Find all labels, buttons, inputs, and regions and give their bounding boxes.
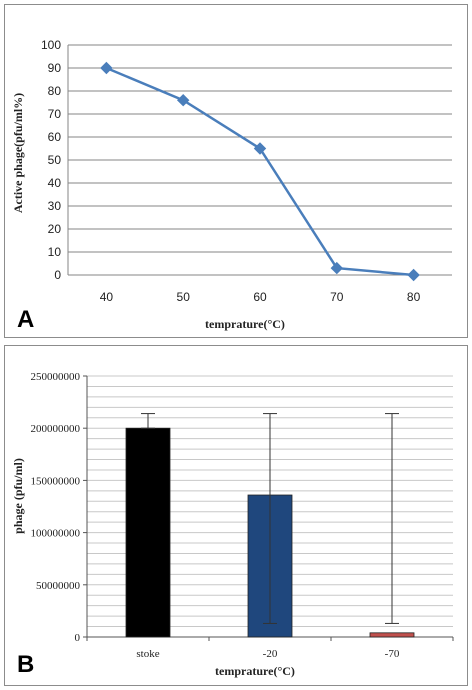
x-tick-label: 50 <box>177 290 191 304</box>
y-tick-label: 10 <box>48 245 62 259</box>
panel-a: 0 10 20 30 40 50 60 70 80 90 100 40 50 60 70 80 tempra… <box>4 4 468 338</box>
data-point <box>100 61 113 75</box>
y-tick-label: 90 <box>48 61 62 75</box>
y-tick-label: 70 <box>48 107 62 121</box>
data-point <box>330 261 344 275</box>
panel-b: 0 50000000 100000000 150000000 200000000 2500… <box>4 345 468 686</box>
y-tick-label: 20 <box>48 222 62 236</box>
y-tick-label: 200000000 <box>31 423 81 435</box>
x-tick-label: -20 <box>263 648 278 660</box>
bar <box>369 632 415 638</box>
x-axis-label: temprature(°C) <box>205 317 285 331</box>
y-tick-label: 50 <box>48 153 62 167</box>
y-tick-label: 0 <box>75 632 81 644</box>
y-axis-label: phage (pfu/ml) <box>11 458 25 534</box>
panel-label-b: B <box>17 651 34 678</box>
series-line <box>105 66 414 277</box>
y-tick-label: 30 <box>48 199 62 213</box>
y-tick-label: 250000000 <box>31 371 81 383</box>
data-point <box>176 93 190 107</box>
y-tick-label: 100000000 <box>31 528 81 540</box>
x-tick-label: -70 <box>385 648 400 660</box>
x-tick-label: 70 <box>330 290 344 304</box>
x-tick-label: 80 <box>407 290 421 304</box>
x-tick-label: 40 <box>100 290 114 304</box>
y-tick-label: 0 <box>54 268 61 282</box>
y-tick-label: 150000000 <box>31 475 81 487</box>
data-point <box>253 142 267 155</box>
data-point <box>407 268 420 282</box>
y-tick-label: 50000000 <box>36 580 81 592</box>
y-axis-label: Active phage(pfu/ml%) <box>11 93 25 213</box>
x-tick-label: stoke <box>136 648 159 660</box>
x-axis-label: temprature(°C) <box>215 664 295 678</box>
bar-chart-b: 0 50000000 100000000 150000000 200000000 2500… <box>11 371 454 678</box>
y-tick-label: 40 <box>48 176 62 190</box>
line-chart-a: 0 10 20 30 40 50 60 70 80 90 100 40 50 60 70 80 tempra… <box>11 38 452 333</box>
x-tick-label: 60 <box>253 290 267 304</box>
panel-label-a: A <box>17 306 34 333</box>
y-tick-label: 60 <box>48 130 62 144</box>
y-tick-label: 100 <box>41 38 61 52</box>
y-tick-label: 80 <box>48 84 62 98</box>
bar <box>125 427 171 638</box>
